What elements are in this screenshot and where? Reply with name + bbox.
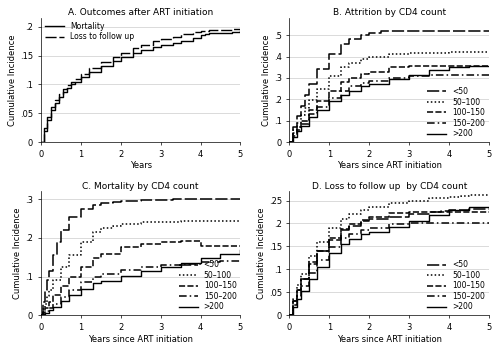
Mortality	[150, 45, 156, 49]
Loss to follow up	[60, 87, 66, 91]
Mortality	[198, 33, 203, 37]
Mortality	[130, 51, 136, 55]
Title: D. Loss to follow up  by CD4 count: D. Loss to follow up by CD4 count	[312, 182, 467, 190]
Mortality	[48, 108, 54, 112]
Mortality	[52, 101, 58, 105]
Legend: <50, 50–100, 100–150, 150–200, >200: <50, 50–100, 100–150, 150–200, >200	[427, 260, 485, 312]
Legend: <50, 50–100, 100–150, 150–200, >200: <50, 50–100, 100–150, 150–200, >200	[427, 87, 485, 138]
Loss to follow up	[41, 126, 47, 130]
Loss to follow up	[78, 72, 84, 76]
Mortality	[60, 90, 66, 94]
Mortality	[78, 75, 84, 79]
Loss to follow up	[64, 83, 70, 87]
Mortality	[202, 32, 207, 36]
X-axis label: Years since ART initiation: Years since ART initiation	[88, 335, 193, 344]
Loss to follow up	[178, 32, 184, 36]
Loss to follow up	[68, 80, 74, 84]
Mortality	[86, 70, 92, 74]
Loss to follow up	[86, 66, 92, 70]
Mortality	[56, 95, 62, 99]
Line: Mortality: Mortality	[41, 31, 240, 142]
Loss to follow up	[48, 105, 54, 109]
Mortality	[230, 30, 235, 34]
Mortality	[206, 31, 212, 35]
Legend: Mortality, Loss to follow up: Mortality, Loss to follow up	[44, 22, 134, 42]
Y-axis label: Cumulative Incidence: Cumulative Incidence	[8, 34, 18, 126]
Loss to follow up	[118, 51, 124, 55]
Loss to follow up	[98, 61, 103, 65]
Y-axis label: Cumulative Incidence: Cumulative Incidence	[14, 208, 22, 299]
Mortality	[218, 31, 224, 35]
X-axis label: Years: Years	[130, 162, 152, 170]
Loss to follow up	[44, 115, 50, 119]
Loss to follow up	[198, 29, 203, 33]
Title: A. Outcomes after ART initiation: A. Outcomes after ART initiation	[68, 8, 214, 17]
Legend: <50, 50–100, 100–150, 150–200, >200: <50, 50–100, 100–150, 150–200, >200	[178, 260, 236, 312]
Mortality	[190, 36, 196, 40]
Loss to follow up	[38, 140, 44, 144]
Mortality	[68, 82, 74, 87]
Loss to follow up	[206, 28, 212, 32]
Mortality	[98, 64, 103, 68]
Mortality	[44, 118, 50, 122]
Loss to follow up	[130, 46, 136, 50]
Loss to follow up	[230, 27, 235, 31]
Loss to follow up	[52, 98, 58, 102]
Loss to follow up	[238, 27, 244, 31]
Mortality	[178, 38, 184, 43]
Mortality	[110, 59, 116, 63]
Loss to follow up	[218, 27, 224, 32]
Loss to follow up	[170, 35, 175, 39]
Mortality	[118, 55, 124, 59]
Loss to follow up	[110, 55, 116, 59]
Title: B. Attrition by CD4 count: B. Attrition by CD4 count	[332, 8, 446, 17]
Loss to follow up	[158, 37, 164, 42]
X-axis label: Years since ART initiation: Years since ART initiation	[337, 162, 442, 170]
Loss to follow up	[72, 76, 78, 81]
Mortality	[138, 48, 143, 52]
Loss to follow up	[56, 92, 62, 96]
Y-axis label: Cumulative Incidence: Cumulative Incidence	[262, 34, 271, 126]
Title: C. Mortality by CD4 count: C. Mortality by CD4 count	[82, 182, 199, 190]
Loss to follow up	[190, 30, 196, 34]
Loss to follow up	[150, 39, 156, 43]
Mortality	[170, 41, 175, 45]
Mortality	[72, 80, 78, 84]
X-axis label: Years since ART initiation: Years since ART initiation	[337, 335, 442, 344]
Line: Loss to follow up: Loss to follow up	[41, 29, 240, 142]
Mortality	[158, 43, 164, 47]
Mortality	[38, 140, 44, 144]
Mortality	[41, 128, 47, 133]
Y-axis label: Cumulative Incidence: Cumulative Incidence	[257, 208, 266, 299]
Mortality	[64, 86, 70, 90]
Mortality	[238, 29, 244, 33]
Loss to follow up	[138, 43, 143, 47]
